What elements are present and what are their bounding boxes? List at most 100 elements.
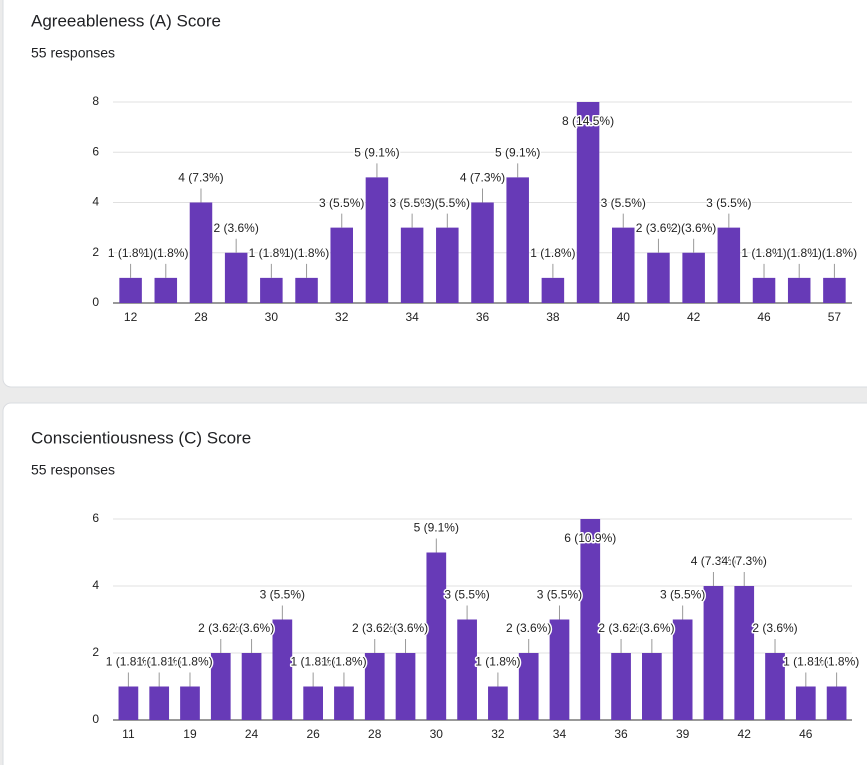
x-tick-label: 34 bbox=[553, 727, 567, 741]
data-label: 1 (1.8%) bbox=[812, 246, 857, 260]
bar bbox=[395, 653, 416, 720]
x-tick-label: 12 bbox=[124, 310, 138, 324]
bar bbox=[118, 686, 139, 720]
bar bbox=[752, 277, 776, 303]
data-label: 1 (1.8%) bbox=[814, 655, 859, 669]
data-label: 1 (1.8%) bbox=[741, 246, 786, 260]
card bbox=[2, 0, 867, 388]
data-label: 2 (3.6%) bbox=[636, 221, 681, 235]
data-label: 1 (1.8%) bbox=[143, 246, 188, 260]
data-label: 4 (7.3%) bbox=[691, 554, 736, 568]
data-label: 1 (1.8%) bbox=[284, 246, 329, 260]
x-tick-label: 11 bbox=[122, 727, 135, 741]
chart-subtitle: 55 responses bbox=[31, 45, 115, 61]
data-label: 3 (5.5%) bbox=[444, 588, 489, 602]
data-label: 3 (5.5%) bbox=[425, 196, 470, 210]
y-tick-label: 2 bbox=[92, 245, 99, 259]
bar bbox=[717, 227, 741, 303]
bar bbox=[149, 686, 170, 720]
x-tick-label: 40 bbox=[617, 310, 631, 324]
bar bbox=[795, 686, 816, 720]
x-tick-label: 46 bbox=[799, 727, 813, 741]
data-label: 1 (1.8%) bbox=[530, 246, 575, 260]
data-label: 8 (14.5%) bbox=[562, 114, 614, 128]
x-tick-label: 28 bbox=[194, 310, 208, 324]
chart-title: Conscientiousness (C) Score bbox=[31, 428, 251, 447]
bar bbox=[682, 252, 705, 303]
x-tick-label: 32 bbox=[491, 727, 505, 741]
bar bbox=[703, 586, 724, 720]
bar bbox=[303, 686, 323, 720]
bar bbox=[189, 202, 213, 303]
bar bbox=[787, 277, 811, 303]
data-label: 2 (3.6%) bbox=[229, 621, 274, 635]
y-tick-label: 8 bbox=[92, 94, 99, 108]
data-label: 1 (1.8%) bbox=[137, 655, 182, 669]
bar bbox=[365, 177, 389, 303]
data-label: 5 (9.1%) bbox=[414, 521, 459, 535]
bar bbox=[580, 519, 601, 720]
data-label: 3 (5.5%) bbox=[260, 588, 305, 602]
bar bbox=[241, 653, 262, 720]
data-label: 2 (3.6%) bbox=[383, 621, 428, 635]
x-tick-label: 30 bbox=[265, 310, 279, 324]
data-label: 2 (3.6%) bbox=[213, 221, 258, 235]
bar bbox=[272, 619, 293, 720]
x-tick-label: 38 bbox=[546, 310, 560, 324]
y-tick-label: 0 bbox=[92, 295, 99, 309]
bar bbox=[180, 686, 200, 720]
data-label: 1 (1.8%) bbox=[783, 655, 828, 669]
bar bbox=[576, 102, 600, 303]
data-label: 3 (5.5%) bbox=[660, 588, 705, 602]
bar bbox=[334, 686, 354, 720]
x-tick-label: 24 bbox=[245, 727, 259, 741]
x-tick-label: 36 bbox=[614, 727, 628, 741]
data-label: 1 (1.8%) bbox=[249, 246, 294, 260]
bar bbox=[471, 202, 494, 303]
data-label: 2 (3.6%) bbox=[506, 621, 551, 635]
data-label: 3 (5.5%) bbox=[601, 196, 646, 210]
bar bbox=[436, 227, 459, 303]
data-label: 1 (1.8%) bbox=[108, 246, 153, 260]
data-label: 3 (5.5%) bbox=[537, 588, 582, 602]
x-tick-label: 26 bbox=[306, 727, 320, 741]
bar bbox=[364, 653, 385, 720]
x-tick-label: 39 bbox=[676, 727, 690, 741]
bar bbox=[642, 653, 662, 720]
data-label: 2 (3.6%) bbox=[629, 621, 674, 635]
y-tick-label: 4 bbox=[92, 195, 99, 209]
y-tick-label: 2 bbox=[92, 645, 99, 659]
y-tick-label: 4 bbox=[92, 578, 99, 592]
bar bbox=[119, 277, 142, 303]
data-label: 6 (10.9%) bbox=[564, 531, 616, 545]
data-label: 2 (3.6%) bbox=[198, 621, 243, 635]
data-label: 2 (3.6%) bbox=[352, 621, 397, 635]
bar bbox=[426, 552, 447, 720]
bar bbox=[549, 619, 570, 720]
y-tick-label: 6 bbox=[92, 511, 99, 525]
chart-title: Agreeableness (A) Score bbox=[31, 11, 221, 30]
bar bbox=[541, 277, 565, 303]
data-label: 1 (1.8%) bbox=[321, 655, 366, 669]
bar bbox=[488, 686, 508, 720]
x-tick-label: 42 bbox=[738, 727, 752, 741]
x-tick-label: 36 bbox=[476, 310, 490, 324]
x-tick-label: 28 bbox=[368, 727, 382, 741]
bar bbox=[823, 277, 846, 303]
bar bbox=[734, 586, 755, 720]
data-label: 3 (5.5%) bbox=[389, 196, 434, 210]
bar bbox=[826, 686, 847, 720]
bar bbox=[506, 177, 529, 303]
chart-subtitle: 55 responses bbox=[31, 462, 115, 478]
y-tick-label: 0 bbox=[92, 712, 99, 726]
data-label: 2 (3.6%) bbox=[671, 221, 716, 235]
x-tick-label: 57 bbox=[828, 310, 842, 324]
data-label: 1 (1.8%) bbox=[290, 655, 335, 669]
bar bbox=[765, 653, 785, 720]
bar bbox=[457, 619, 477, 720]
bar bbox=[647, 252, 670, 303]
bar bbox=[260, 277, 283, 303]
bar bbox=[210, 653, 231, 720]
